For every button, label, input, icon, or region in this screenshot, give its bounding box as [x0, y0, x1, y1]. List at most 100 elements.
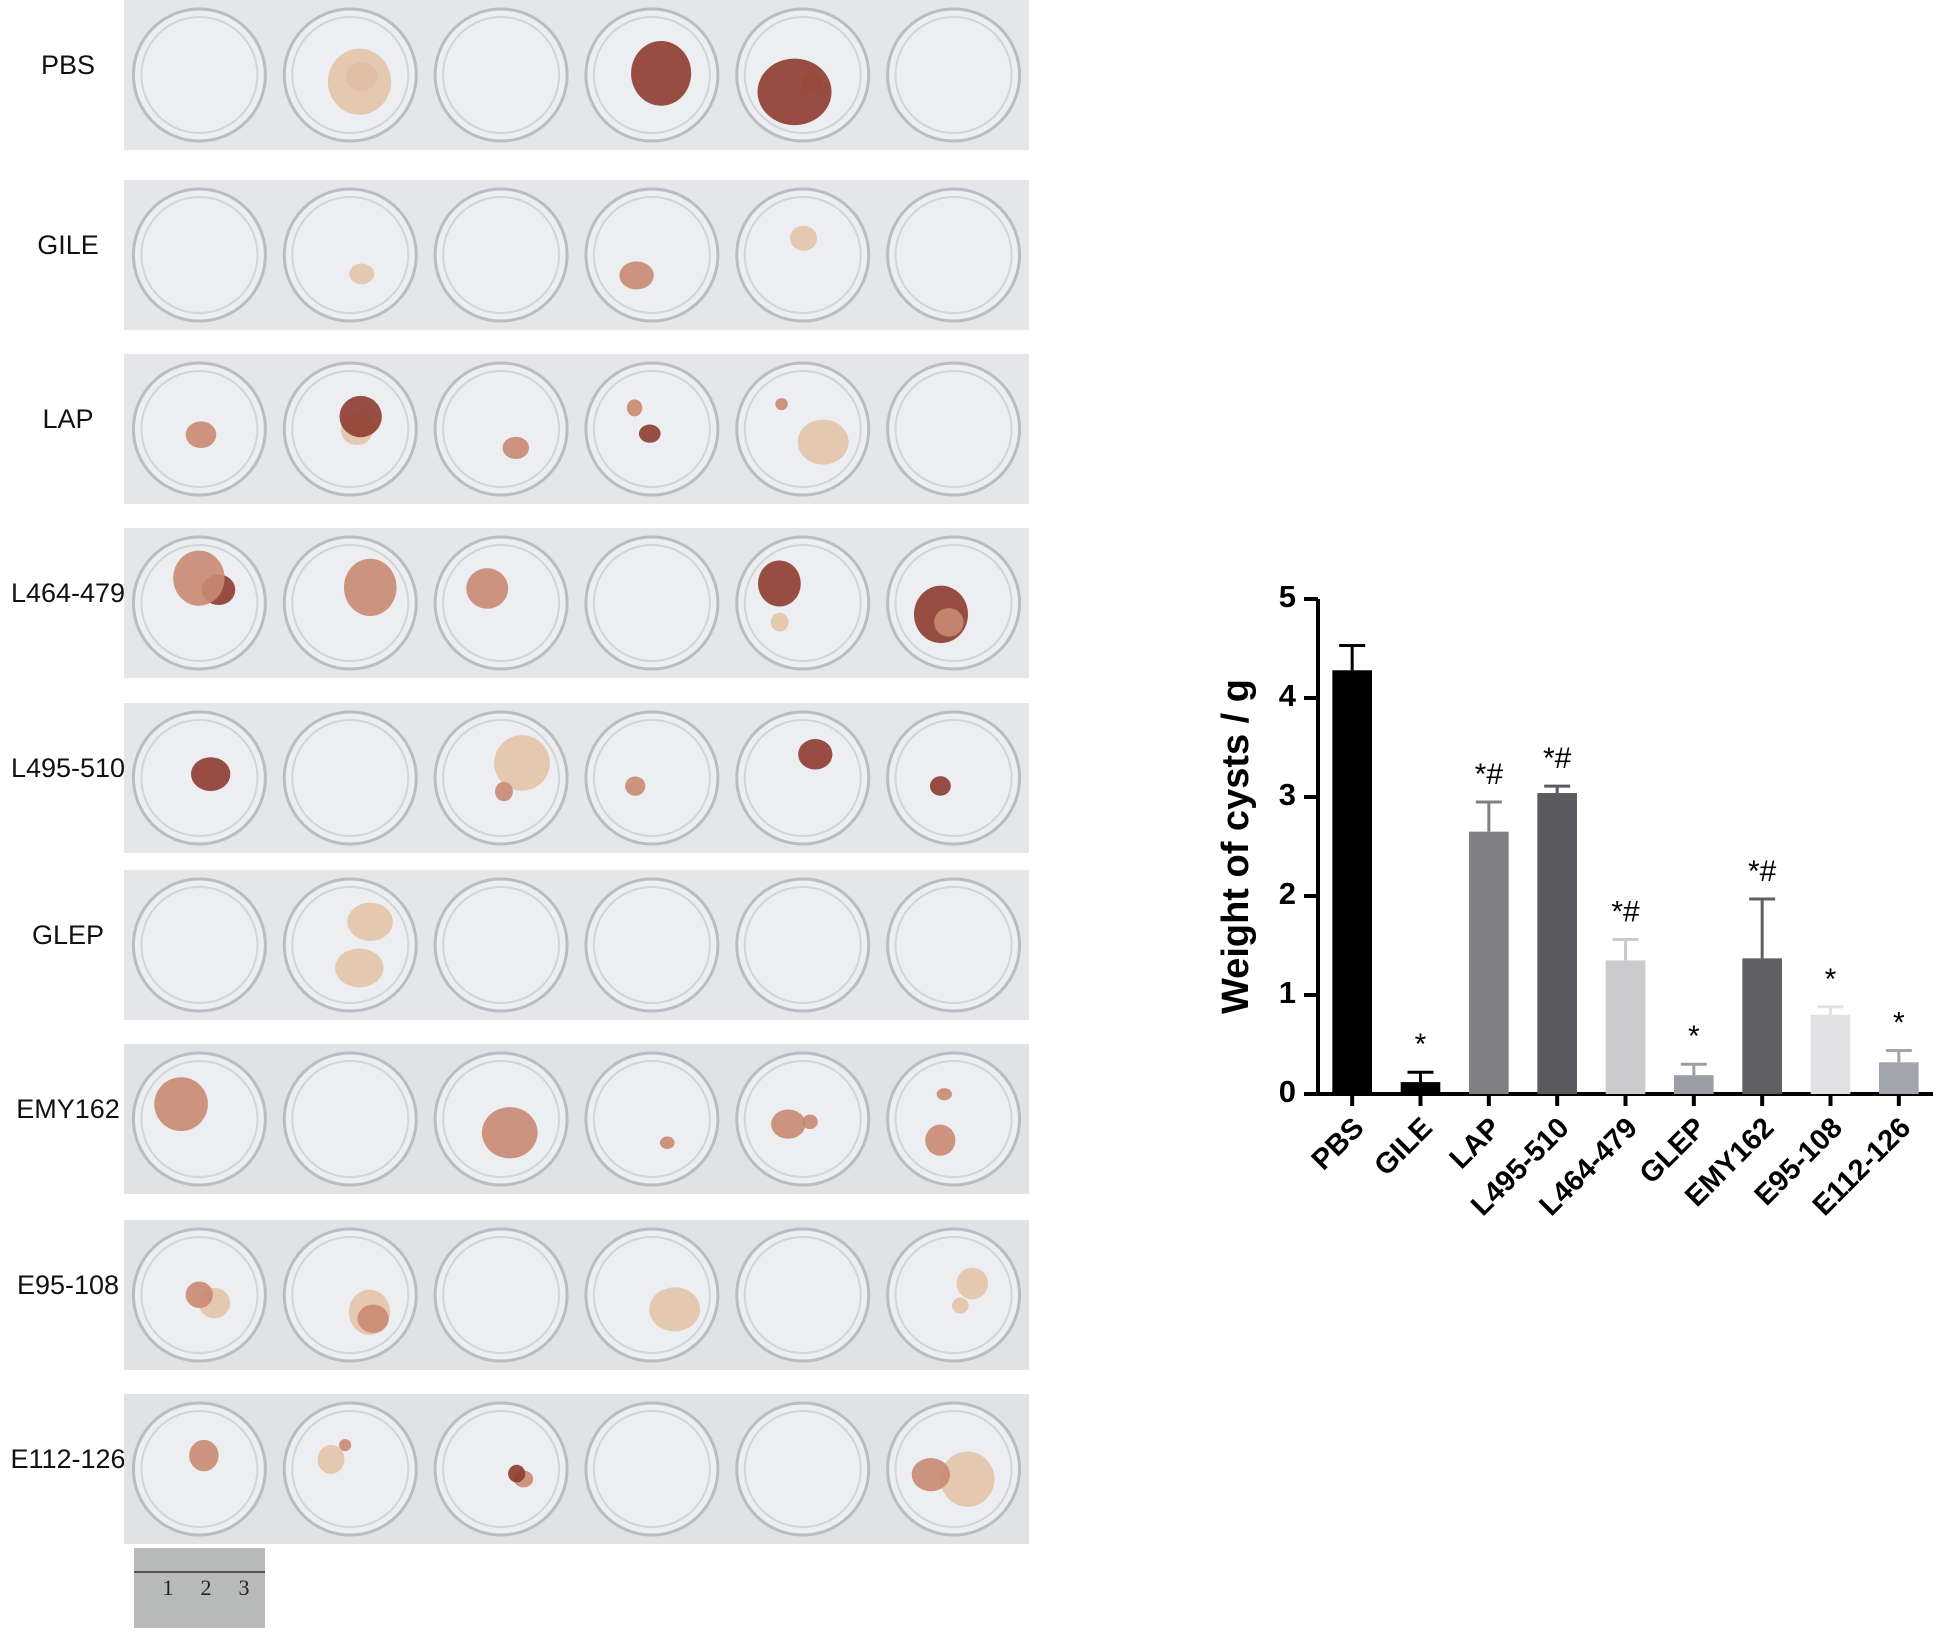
- photo-bg: [124, 703, 1029, 853]
- petri-rim: [140, 1410, 259, 1528]
- cyst: [936, 1088, 952, 1101]
- y-tick-label: 2: [1279, 876, 1296, 911]
- significance-mark: *: [1893, 1006, 1905, 1039]
- petri-rim: [592, 1410, 711, 1528]
- petri-rim: [442, 1060, 561, 1178]
- cyst: [189, 1439, 219, 1472]
- cyst: [339, 1439, 352, 1452]
- bar: [1879, 1062, 1919, 1094]
- petri-rim: [291, 719, 410, 837]
- cyst: [757, 560, 801, 607]
- petri-rim: [140, 719, 259, 837]
- petri-rim: [442, 16, 561, 134]
- row-label: PBS: [41, 50, 95, 80]
- significance-mark: *: [1825, 963, 1837, 996]
- cyst: [154, 1077, 208, 1131]
- petri-dish: [584, 877, 720, 1013]
- row-label: GILE: [37, 230, 99, 260]
- significance-mark: *#: [1543, 742, 1572, 775]
- row-label: L464-479: [11, 578, 125, 608]
- petri-dish: [886, 187, 1022, 323]
- petri-dish: [282, 710, 418, 846]
- cyst: [317, 1444, 345, 1474]
- cyst: [638, 424, 661, 443]
- cyst: [911, 1458, 950, 1492]
- cyst: [802, 1114, 818, 1130]
- petri-rim: [442, 1410, 561, 1528]
- petri-rim: [592, 1060, 711, 1178]
- cyst: [508, 1464, 526, 1483]
- cyst: [347, 902, 393, 941]
- petri-dish: [282, 1227, 418, 1363]
- bar: [1332, 670, 1372, 1094]
- cyst: [925, 1124, 956, 1156]
- petri-dish: [131, 7, 267, 143]
- cyst: [343, 558, 397, 617]
- petri-rim: [442, 886, 561, 1004]
- petri-rim: [291, 1410, 410, 1528]
- photo-bg: [124, 180, 1029, 330]
- bar: [1674, 1075, 1714, 1094]
- petri-dish: [886, 361, 1022, 497]
- petri-rim: [894, 196, 1013, 314]
- petri-dish: [282, 187, 418, 323]
- cyst: [626, 399, 643, 417]
- petri-rim: [140, 16, 259, 134]
- petri-rim: [894, 1410, 1013, 1528]
- petri-rim: [140, 196, 259, 314]
- petri-rim: [743, 1236, 862, 1354]
- petri-rim: [140, 1236, 259, 1354]
- cyst: [335, 948, 384, 988]
- cyst: [357, 1304, 389, 1333]
- cyst: [619, 261, 654, 290]
- row-label: GLEP: [32, 920, 104, 950]
- petri-rim: [291, 16, 410, 134]
- petri-dish: [584, 710, 720, 846]
- petri-rim: [442, 370, 561, 488]
- cyst: [797, 419, 849, 465]
- cyst: [789, 225, 818, 251]
- row-label: E95-108: [17, 1270, 119, 1300]
- cyst: [625, 776, 646, 796]
- bar: [1605, 960, 1646, 1094]
- petri-dish: [735, 187, 871, 323]
- row-label: L495-510: [11, 753, 125, 783]
- petri-rim: [592, 544, 711, 662]
- ruler-label: 3: [239, 1575, 250, 1600]
- photo-panel: PBS GILE LAP L464-479 L495-510 GLEP EMY162 E95-…: [10, 0, 1029, 1628]
- row-label: E112-126: [10, 1444, 125, 1474]
- petri-rim: [140, 1060, 259, 1178]
- cyst: [940, 1451, 995, 1507]
- photo-bg: [124, 870, 1029, 1020]
- y-tick-label: 0: [1279, 1074, 1296, 1109]
- significance-mark: *#: [1748, 855, 1777, 888]
- petri-dish: [886, 7, 1022, 143]
- ruler-label: 2: [201, 1575, 212, 1600]
- petri-rim: [894, 719, 1013, 837]
- petri-rim: [743, 1410, 862, 1528]
- bar: [1400, 1082, 1441, 1094]
- photo-bg: [124, 0, 1029, 150]
- petri-dish: [584, 1051, 720, 1187]
- petri-rim: [592, 196, 711, 314]
- petri-dish: [886, 710, 1022, 846]
- petri-rim: [442, 719, 561, 837]
- petri-dish: [735, 1401, 871, 1537]
- cyst: [952, 1297, 969, 1314]
- petri-rim: [743, 544, 862, 662]
- petri-dish: [433, 7, 569, 143]
- petri-rim: [592, 370, 711, 488]
- petri-rim: [442, 196, 561, 314]
- cyst: [349, 263, 375, 285]
- petri-rim: [743, 1060, 862, 1178]
- photo-bg: [124, 1044, 1029, 1194]
- petri-rim: [743, 719, 862, 837]
- cyst: [466, 568, 509, 609]
- petri-rim: [592, 16, 711, 134]
- petri-dish: [584, 1401, 720, 1537]
- bar: [1469, 831, 1509, 1094]
- petri-dish: [433, 361, 569, 497]
- cyst: [771, 1109, 806, 1139]
- cyst: [481, 1107, 538, 1159]
- petri-dish: [433, 1227, 569, 1363]
